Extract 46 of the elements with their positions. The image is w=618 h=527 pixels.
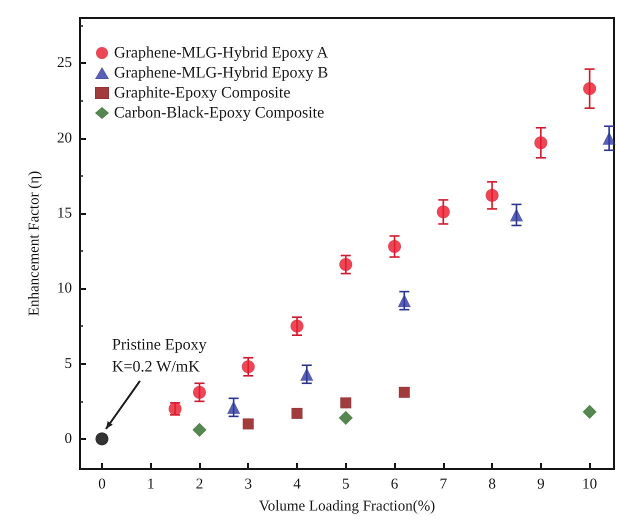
legend-label: Carbon-Black-Epoxy Composite bbox=[114, 104, 324, 122]
point bbox=[338, 410, 353, 425]
point bbox=[242, 360, 255, 374]
x-tick-label: 2 bbox=[196, 476, 204, 492]
point bbox=[292, 408, 303, 419]
point bbox=[534, 136, 548, 150]
point bbox=[486, 188, 499, 202]
point bbox=[510, 208, 523, 222]
x-tick-label: 4 bbox=[293, 476, 302, 492]
legend-label: Graphene-MLG-Hybrid Epoxy A bbox=[114, 44, 329, 62]
y-tick-label: 5 bbox=[64, 356, 72, 372]
point bbox=[582, 404, 597, 419]
point bbox=[583, 82, 596, 96]
point bbox=[242, 418, 254, 430]
point bbox=[300, 368, 314, 381]
y-tick-label: 25 bbox=[57, 55, 72, 72]
annotation: Pristine Epoxy K=0.2 W/mK bbox=[112, 336, 207, 376]
x-tick-label: 1 bbox=[146, 476, 154, 492]
x-tick-label: 7 bbox=[440, 476, 448, 492]
point bbox=[227, 400, 240, 414]
y-tick-label: 20 bbox=[57, 130, 72, 146]
x-tick-label: 0 bbox=[98, 476, 106, 492]
point bbox=[192, 422, 206, 437]
y-axis-title: Enhancement Factor (η) bbox=[26, 170, 42, 316]
point bbox=[398, 386, 410, 398]
y-tick-label: 15 bbox=[57, 205, 72, 222]
x-tick-label: 10 bbox=[582, 476, 598, 492]
x-tick-label: 6 bbox=[390, 476, 399, 492]
x-axis-title: Volume Loading Fraction(%) bbox=[258, 498, 436, 514]
point bbox=[398, 294, 411, 308]
point bbox=[602, 132, 616, 145]
legend-label: Graphene-MLG-Hybrid Epoxy B bbox=[114, 64, 328, 82]
point bbox=[388, 240, 402, 254]
x-tick-label: 5 bbox=[342, 476, 350, 492]
point bbox=[192, 386, 206, 399]
point bbox=[340, 397, 352, 408]
point bbox=[339, 258, 352, 272]
y-tick-label: 10 bbox=[57, 280, 72, 297]
point bbox=[95, 432, 108, 446]
point bbox=[436, 205, 450, 218]
y-tick-label: 0 bbox=[64, 430, 72, 447]
x-tick-label: 8 bbox=[488, 476, 496, 492]
legend-label: Graphite-Epoxy Composite bbox=[114, 84, 290, 102]
x-tick-label: 9 bbox=[537, 476, 545, 492]
point bbox=[290, 320, 304, 333]
x-tick-label: 3 bbox=[244, 476, 252, 492]
